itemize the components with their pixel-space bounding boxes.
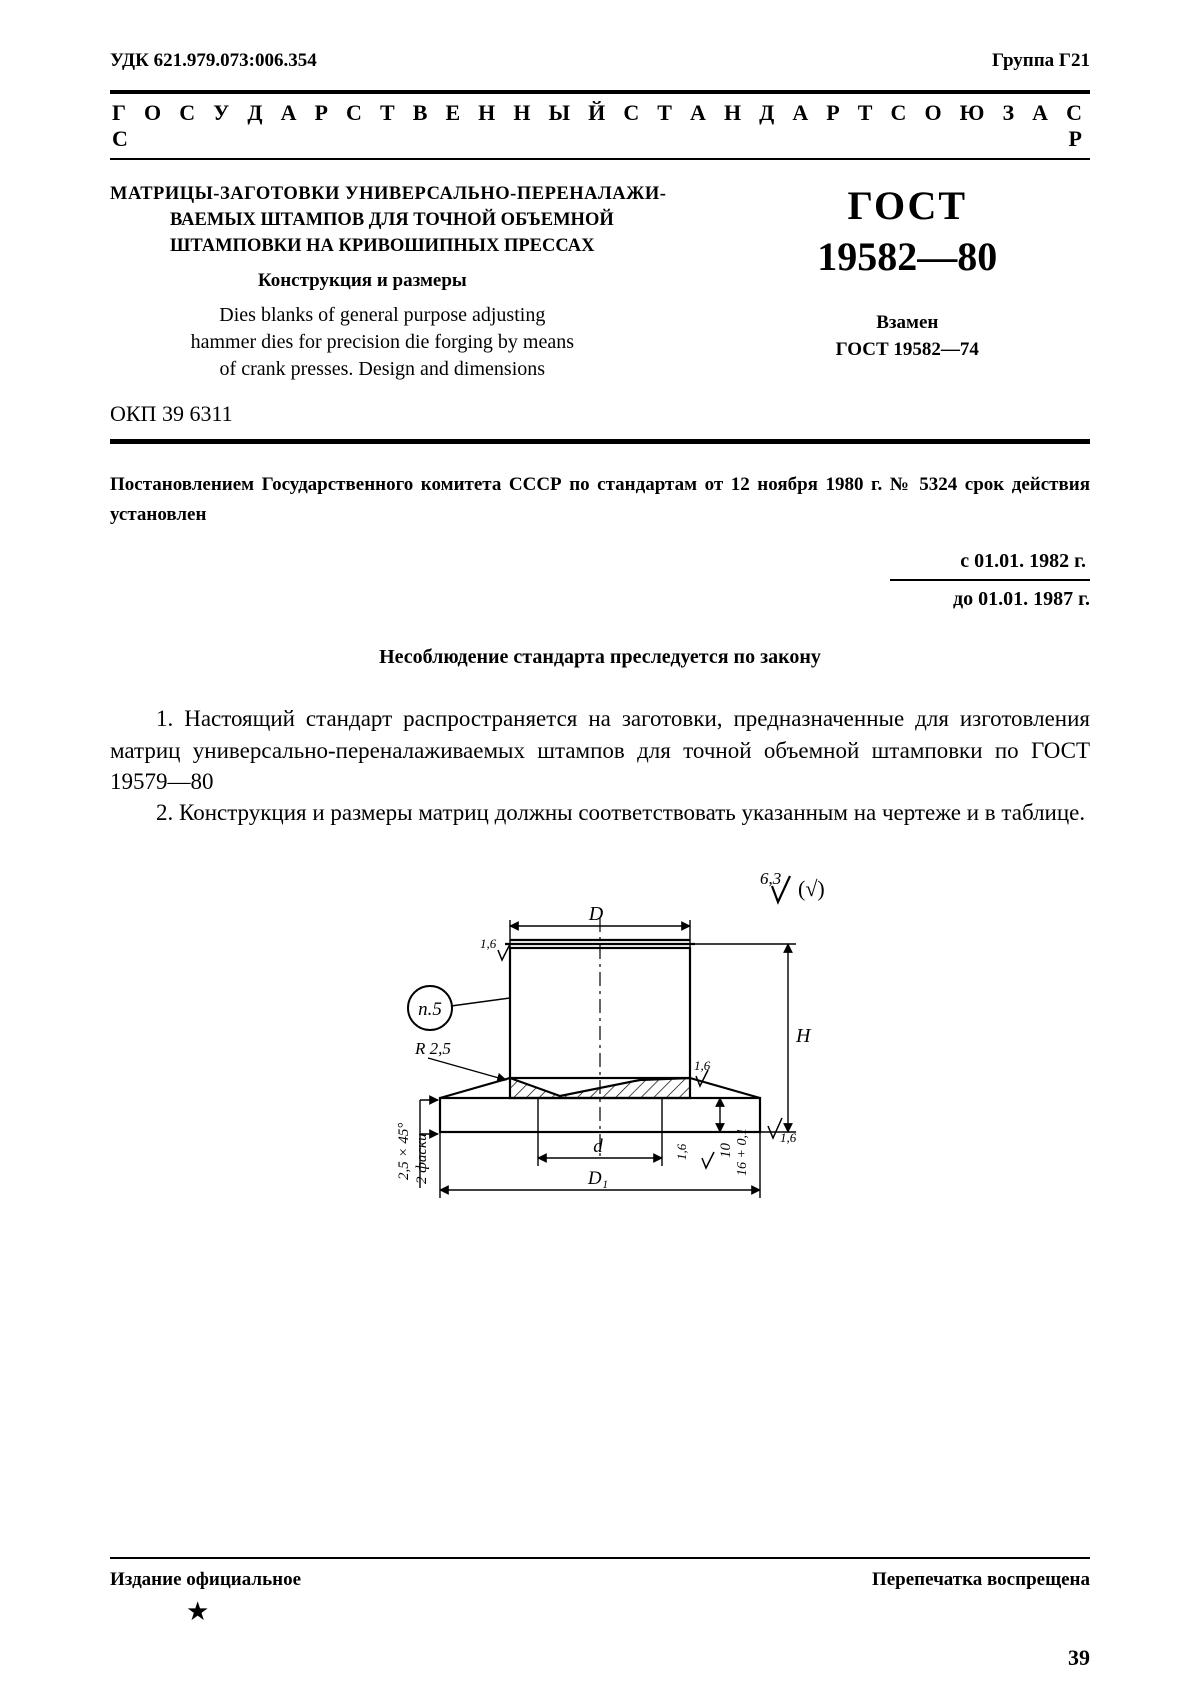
date-from: с 01.01. 1982 г. [110,546,1090,576]
rule-heavy [110,439,1090,444]
roughness-tl: 1,6 [480,936,497,951]
title-en-line1: Dies blanks of general purpose adjusting [70,302,695,329]
roughness-tr: 1,6 [694,1058,711,1073]
title-en-line3: of crank presses. Design and dimensions [70,356,695,383]
date-rule [890,579,1090,581]
roughness-br: 1,6 [780,1130,797,1145]
law-notice: Несоблюдение стандарта преследуется по з… [110,646,1090,669]
gost-number: 19582—80 [725,233,1090,280]
dim-step-10: 10 [718,1142,734,1158]
page-number: 39 [1068,1645,1090,1671]
roughness-bl: 1,6 [674,1143,689,1160]
date-to: до 01.01. 1987 г. [110,584,1090,614]
rule-under-banner [110,158,1090,160]
dim-d: d [593,1136,603,1157]
note-ref: п.5 [408,986,510,1030]
title-en-line2: hammer dies for precision die forging by… [70,329,695,356]
dim-H: H [795,1025,812,1047]
tolerance-symbol: (√) [798,876,825,901]
svg-text:п.5: п.5 [418,999,442,1020]
radius-label: R 2,5 [414,1039,451,1058]
rule-top [110,90,1090,94]
replaces-label: Взамен [725,310,1090,337]
gost-label: ГОСТ [725,182,1090,229]
star-icon: ★ [186,1597,1090,1627]
okp-code: ОКП 39 6311 [110,401,1090,427]
replaces-number: ГОСТ 19582—74 [725,337,1090,364]
state-standard-banner: Г О С У Д А Р С Т В Е Н Н Ы Й С Т А Н Д … [110,100,1090,152]
title-ru-line3: ШТАМПОВКИ НА КРИВОШИПНЫХ ПРЕССАХ [110,234,695,260]
udc-code: УДК 621.979.073:006.354 [110,50,317,72]
engineering-drawing: 6,3 (√) D 1,6 п.5 R 2 [320,858,880,1238]
roughness-value: 6,3 [760,869,781,888]
decree-text: Постановлением Государственного комитета… [110,470,1090,531]
dim-D1: D₁ [587,1168,608,1189]
title-ru-line2: ВАЕМЫХ ШТАМПОВ ДЛЯ ТОЧНОЙ ОБЪЕМНОЙ [110,208,695,234]
surface-finish-icon: 6,3 (√) [760,869,825,902]
subtitle: Конструкция и размеры [30,270,695,292]
dim-D: D [588,903,604,925]
footer-rule [110,1557,1090,1559]
title-ru-line1: МАТРИЦЫ-ЗАГОТОВКИ УНИВЕРСАЛЬНО-ПЕРЕНАЛАЖ… [110,182,695,208]
chamfer-label: 2,5 × 45° [396,1122,412,1179]
footer-left: Издание официальное [110,1569,301,1591]
dim-step-tol: 16 + 0,1 [735,1128,750,1176]
chamfer-note: 2 фаски [414,1133,430,1184]
footer-right: Перепечатка воспрещена [872,1569,1090,1591]
group-code: Группа Г21 [992,50,1090,72]
para-1: 1. Настоящий стандарт распространяется н… [110,703,1090,796]
para-2: 2. Конструкция и размеры матриц должны с… [110,797,1090,828]
